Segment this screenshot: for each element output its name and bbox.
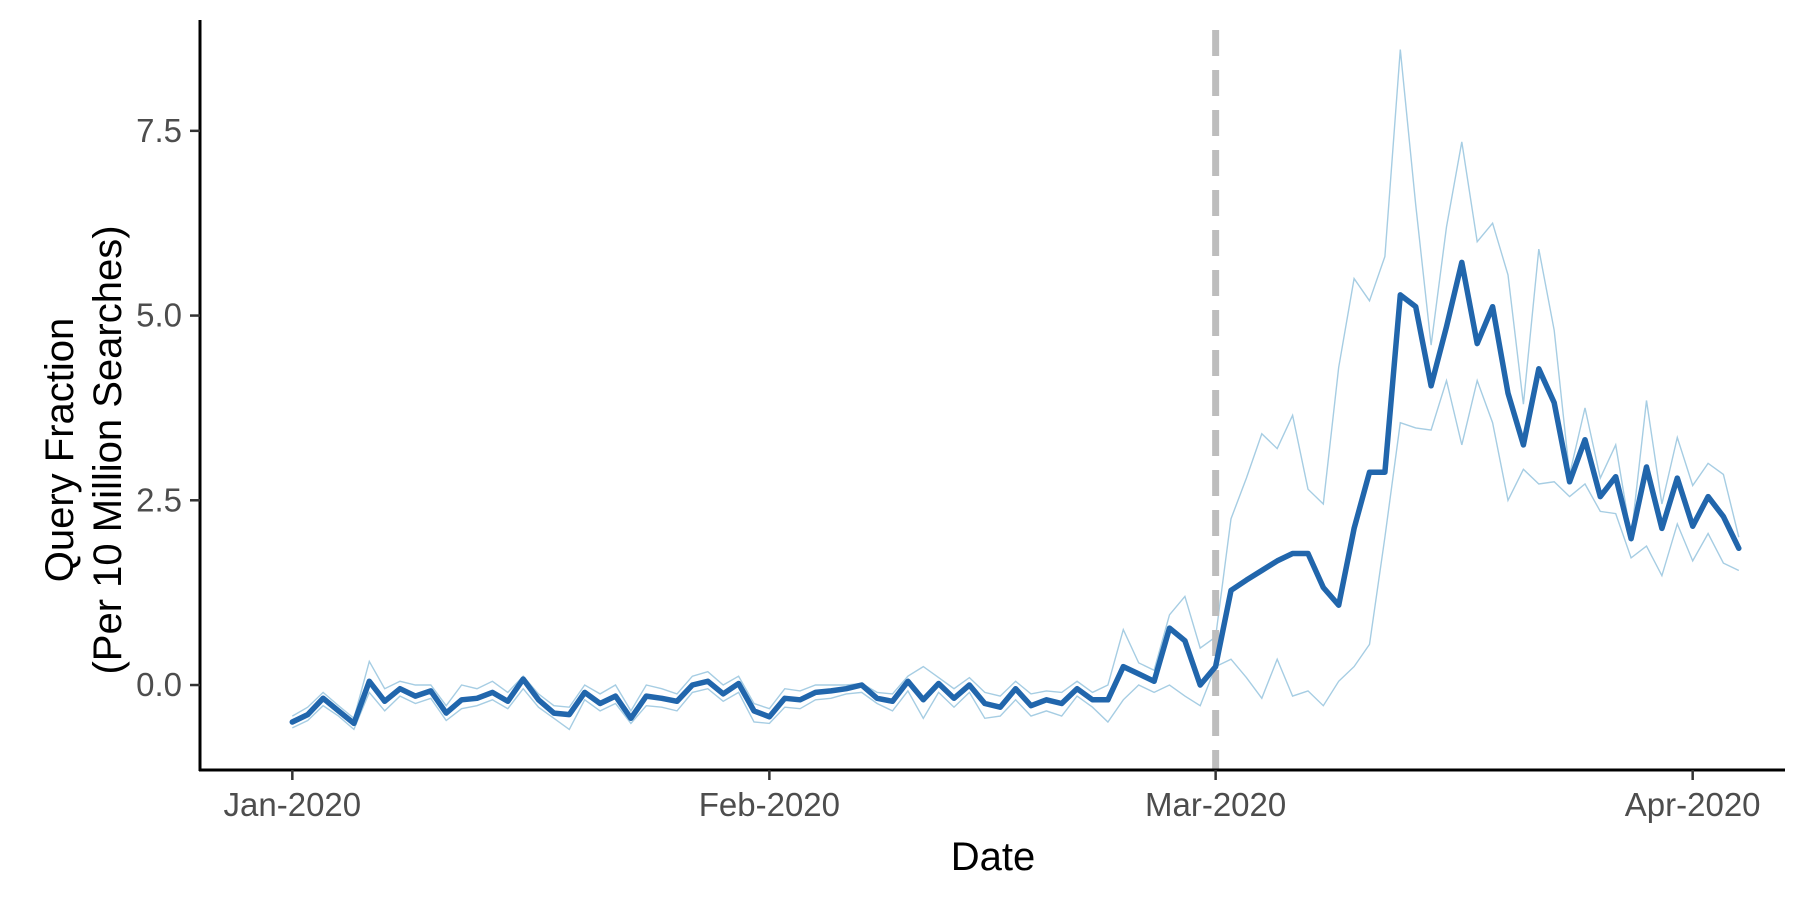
x-tick-label: Mar-2020 <box>1145 786 1286 823</box>
series-line-estimate <box>289 259 1742 727</box>
x-tick-label: Jan-2020 <box>224 786 362 823</box>
confidence-band <box>291 49 1740 731</box>
x-tick-label: Feb-2020 <box>699 786 840 823</box>
x-axis-title: Date <box>951 835 1036 879</box>
y-axis-ticks: 0.0 2.5 5.0 7.5 <box>136 112 200 703</box>
y-tick-label: 0.0 <box>136 666 182 703</box>
y-tick-label: 5.0 <box>136 297 182 334</box>
x-axis-ticks: Jan-2020 Feb-2020 Mar-2020 Apr-2020 <box>224 770 1761 823</box>
y-tick-label: 2.5 <box>136 481 182 518</box>
x-tick-label: Apr-2020 <box>1625 786 1761 823</box>
series-line-upper <box>291 49 1740 720</box>
series-line-lower <box>291 377 1740 731</box>
y-axis-title-line-2: (Per 10 Million Searches) <box>86 225 130 674</box>
series-layer <box>289 259 1742 727</box>
axes <box>198 20 1785 772</box>
y-tick-label: 7.5 <box>136 112 182 149</box>
y-axis-title-line-1: Query Fraction <box>38 318 82 583</box>
